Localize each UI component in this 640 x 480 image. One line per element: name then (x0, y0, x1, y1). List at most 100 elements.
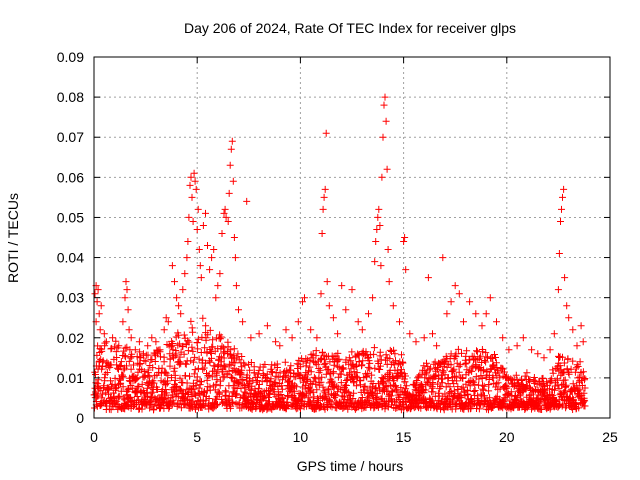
data-point (228, 374, 235, 381)
data-point (232, 400, 240, 408)
data-point (299, 298, 306, 306)
data-point (238, 353, 246, 360)
data-point (574, 363, 582, 370)
data-point (392, 382, 400, 390)
data-point (443, 363, 451, 371)
data-point (177, 310, 185, 318)
data-point (581, 375, 589, 382)
data-point (315, 365, 323, 372)
data-point (472, 310, 480, 318)
data-point (397, 384, 405, 392)
data-point (317, 378, 325, 386)
data-point (460, 318, 467, 326)
data-point (453, 359, 461, 367)
data-point (321, 185, 329, 193)
data-point (523, 369, 531, 377)
data-point (279, 394, 287, 402)
data-point (261, 391, 269, 399)
data-point (199, 222, 207, 229)
data-point (177, 385, 184, 393)
data-point (263, 322, 271, 330)
data-point (187, 317, 195, 325)
data-point (519, 334, 527, 342)
data-point (208, 373, 216, 381)
data-point (113, 361, 121, 369)
data-point (97, 302, 105, 310)
data-point (191, 353, 199, 361)
data-point (539, 374, 547, 382)
y-tick-labels: 0 0.01 0.02 0.03 0.04 0.05 0.06 0.07 0.08 0.09 (57, 49, 84, 426)
data-point (217, 377, 225, 385)
data-point (402, 266, 410, 274)
data-point (235, 306, 242, 314)
data-point (297, 363, 305, 371)
data-point (555, 402, 563, 409)
y-tick-label: 0.08 (57, 89, 84, 105)
data-point (376, 366, 384, 373)
data-point (183, 379, 191, 387)
data-point (200, 364, 208, 372)
data-point (132, 376, 139, 384)
data-point (526, 376, 534, 383)
data-point (450, 365, 458, 373)
data-point (565, 314, 573, 322)
data-point (95, 310, 103, 318)
data-point (222, 363, 230, 371)
data-point (439, 254, 447, 262)
data-point (209, 336, 217, 344)
data-point (184, 238, 192, 245)
data-point (558, 205, 565, 213)
data-point (212, 294, 220, 302)
data-point (192, 185, 200, 193)
data-point (182, 360, 190, 368)
data-point (535, 401, 543, 409)
y-tick-label: 0.03 (57, 290, 84, 306)
data-point (189, 347, 197, 355)
data-point (560, 185, 568, 193)
data-point (148, 334, 156, 342)
data-point (308, 354, 316, 362)
data-point (455, 290, 463, 298)
data-point (334, 330, 342, 338)
data-point (188, 324, 196, 332)
data-point (288, 334, 296, 342)
data-point (276, 342, 284, 350)
data-point (358, 361, 366, 369)
data-point (441, 371, 449, 379)
data-point (177, 404, 185, 412)
data-point (569, 326, 577, 334)
data-point (402, 385, 410, 393)
data-point (284, 392, 292, 400)
data-point (371, 258, 379, 266)
data-point (309, 388, 317, 396)
data-point (378, 173, 386, 181)
data-point (577, 322, 585, 330)
data-point (556, 362, 564, 370)
data-point (398, 366, 405, 374)
data-point (166, 362, 174, 370)
data-point (429, 330, 436, 338)
data-point (428, 397, 436, 405)
data-point (163, 389, 171, 397)
data-point (194, 205, 202, 213)
data-point (247, 334, 255, 342)
data-point (209, 343, 217, 351)
data-point (307, 368, 315, 376)
data-point (501, 368, 508, 376)
data-point (422, 370, 430, 378)
y-tick-label: 0.02 (57, 330, 84, 346)
data-point (495, 369, 503, 377)
x-tick-label: 15 (396, 429, 412, 445)
data-point (348, 348, 356, 356)
data-point (250, 369, 258, 377)
data-point (493, 364, 501, 371)
data-point (417, 404, 425, 412)
data-point (358, 326, 366, 334)
data-point (382, 117, 390, 125)
data-point (477, 352, 485, 360)
data-point (221, 205, 229, 213)
data-point (134, 383, 142, 391)
data-point (140, 357, 148, 365)
data-point (198, 378, 205, 386)
